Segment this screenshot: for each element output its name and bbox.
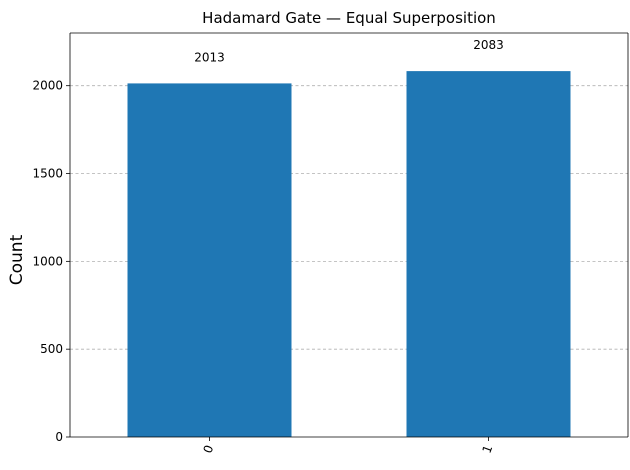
y-tick-label: 0 [55,430,63,444]
axes: 0 500 1000 1500 2000 0 1 [32,32,629,455]
y-axis-label: Count [7,234,27,285]
y-tick-label: 2000 [32,79,63,93]
chart-title: Hadamard Gate — Equal Superposition [202,9,496,27]
y-tick-label: 500 [40,342,63,356]
data-label-1: 2083 [473,38,504,52]
x-tick-label: 1 [480,443,496,455]
y-tick-label: 1000 [32,254,63,268]
data-label-0: 2013 [194,50,225,64]
y-tick-label: 1500 [32,167,63,181]
bar-0 [127,83,292,437]
x-tick-label: 0 [201,443,217,455]
bars [127,71,571,438]
bar-1 [406,71,571,438]
data-labels: 2013 2083 [194,38,504,64]
